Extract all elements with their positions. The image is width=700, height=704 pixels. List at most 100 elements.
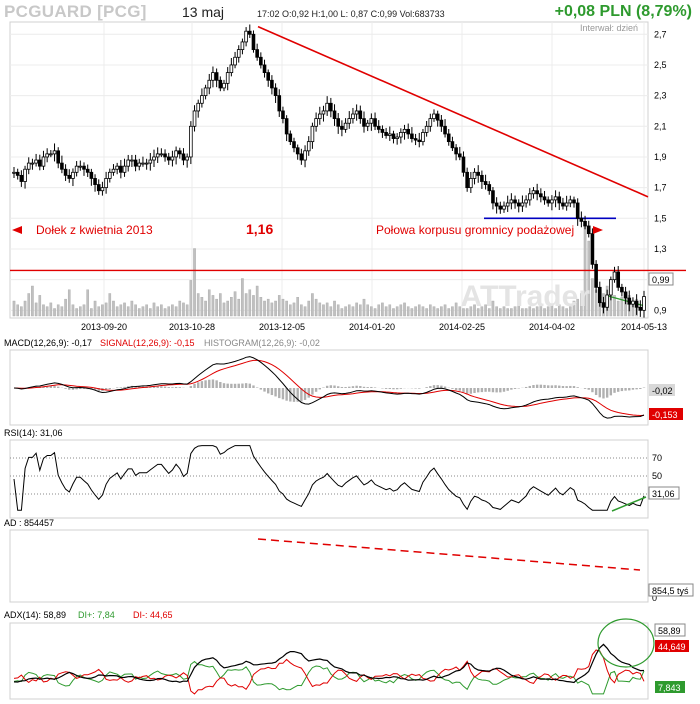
macd-histogram-bar	[432, 385, 436, 388]
macd-histogram-bar	[325, 385, 329, 388]
volume-bar	[266, 298, 270, 317]
volume-bar	[112, 300, 115, 317]
candle-body	[505, 202, 510, 207]
price-x-tick: 2013-10-28	[169, 322, 215, 332]
candle-body	[354, 110, 359, 115]
candle-body	[539, 193, 543, 198]
volume-bar	[263, 300, 266, 317]
volume-bar	[49, 302, 53, 317]
adx-line	[13, 643, 645, 684]
candle-body	[469, 178, 473, 189]
macd-histogram-bar	[200, 381, 204, 388]
candle-body	[432, 113, 436, 120]
candle-body	[306, 141, 311, 152]
candle-body	[362, 118, 366, 127]
macd-histogram-bar	[587, 388, 590, 390]
volume-bar	[182, 302, 185, 317]
volume-bar	[160, 304, 163, 317]
candle-body	[303, 150, 307, 161]
volume-bar	[27, 293, 31, 317]
candle-body	[513, 199, 517, 204]
candle-body	[561, 202, 565, 207]
price-y-tick: 2,5	[654, 60, 667, 70]
candle-body	[155, 153, 160, 158]
macd-histogram-bar	[329, 385, 333, 388]
volume-bar	[200, 297, 204, 317]
adx-value-box	[654, 623, 686, 637]
volume-bar	[451, 306, 454, 317]
volume-bar	[440, 306, 443, 317]
candle-body	[439, 119, 444, 127]
candle-body	[288, 133, 293, 143]
macd-hist-value: -0,02	[652, 386, 673, 396]
volume-bar	[388, 304, 392, 317]
macd-histogram-bar	[241, 383, 244, 388]
macd-histogram-bar	[355, 385, 358, 388]
macd-histogram-bar	[510, 388, 513, 390]
candle-body	[41, 156, 46, 167]
macd-histogram-bar	[270, 388, 274, 396]
volume-bar	[141, 306, 145, 317]
volume-bar	[108, 293, 112, 317]
rsi-title: RSI(14): 31,06	[4, 428, 63, 438]
volume-bar	[421, 306, 425, 317]
candle-body	[358, 110, 363, 120]
volume-bar	[329, 306, 333, 317]
volume-bar	[296, 297, 299, 317]
macd-histogram-bar	[550, 385, 554, 388]
macd-histogram-bar	[532, 385, 535, 388]
macd-histogram-bar	[594, 388, 598, 396]
macd-histogram-bar	[469, 388, 473, 394]
volume-bar	[513, 306, 517, 317]
volume-bar	[366, 304, 369, 317]
candle-body	[487, 184, 492, 192]
candle-body	[23, 168, 27, 182]
candle-body	[37, 159, 42, 167]
price-x-ticks: 2013-09-20 2013-10-28 2013-12-05 2014-01-20…	[81, 322, 667, 332]
macd-panel: MACD(12,26,9): -0,17 SIGNAL(12,26,9): -0…	[4, 338, 683, 426]
volume-bar	[484, 304, 487, 317]
volume-bar	[134, 304, 137, 317]
macd-histogram-bar	[565, 386, 568, 388]
volume-bar	[270, 302, 274, 317]
rsi-value-box	[648, 486, 680, 500]
macd-histogram-bar	[473, 388, 476, 393]
macd-histogram-bar	[134, 386, 137, 388]
macd-histogram-bar	[163, 386, 167, 388]
price-x-tick: 2014-02-25	[439, 322, 485, 332]
macd-histogram-bar	[119, 387, 123, 388]
volume-bar	[569, 306, 572, 317]
candle-body	[402, 128, 407, 133]
candle-body	[575, 202, 580, 219]
volume-bar	[314, 298, 318, 317]
volume-bar	[447, 308, 451, 317]
volume-bar	[454, 302, 458, 317]
candle-body	[531, 190, 536, 195]
volume-bar	[119, 304, 123, 317]
candle-body	[601, 302, 606, 308]
volume-bar	[42, 304, 45, 317]
diplus-value-box	[655, 681, 685, 693]
macd-histogram-bar	[605, 388, 609, 398]
volume-bar	[469, 306, 473, 317]
macd-signal-box	[649, 408, 683, 420]
volume-bar	[580, 293, 583, 317]
adx-diminus-legend: DI-: 44,65	[133, 610, 173, 620]
rsi-divergence-line	[611, 496, 647, 512]
candle-body	[96, 184, 101, 192]
volume-bar	[554, 308, 557, 317]
macd-histogram-bar	[418, 388, 421, 389]
candle-body	[321, 110, 326, 115]
volume-bar	[307, 300, 311, 317]
candle-body	[424, 125, 429, 133]
volume-bar	[259, 297, 263, 317]
candle-body	[417, 139, 422, 143]
volume-bar	[591, 278, 594, 317]
macd-histogram-bar	[53, 385, 56, 388]
candle-body	[295, 147, 300, 155]
candle-body	[67, 174, 72, 179]
volume-bar	[149, 308, 152, 317]
macd-histogram-bar	[351, 386, 355, 388]
macd-histogram-bar	[384, 388, 388, 389]
price-x-tick: 2014-05-13	[621, 322, 667, 332]
